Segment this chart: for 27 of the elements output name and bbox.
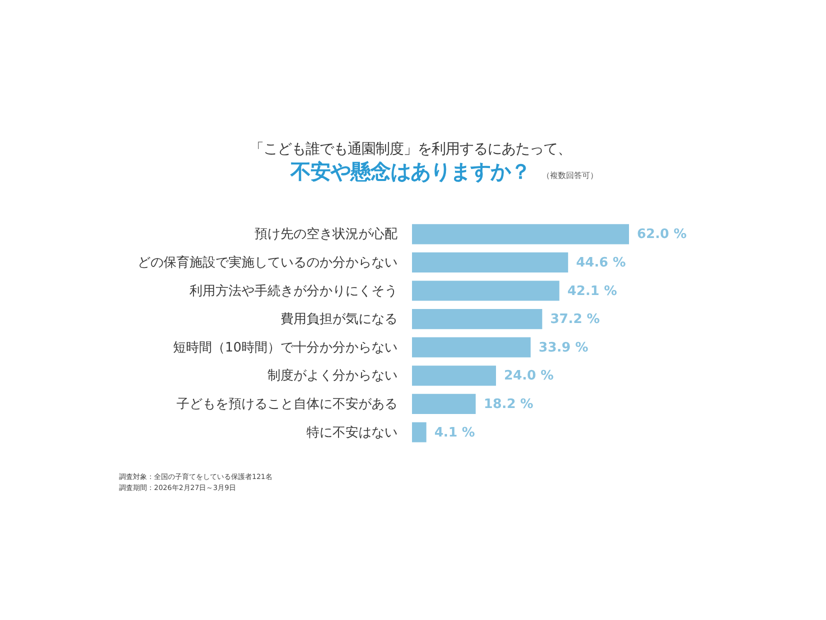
- y-tick-label: 子どもを預けること自体に不安がある: [176, 396, 398, 412]
- chart-subtitle: 不安や懸念はありますか？: [290, 160, 530, 184]
- y-tick-label: 特に不安はない: [306, 424, 398, 440]
- data-label: 37.2 %: [550, 312, 600, 328]
- data-label: 33.9 %: [538, 340, 588, 356]
- data-label: 4.1 %: [434, 425, 475, 440]
- bar: [412, 422, 426, 442]
- data-label: 44.6 %: [576, 255, 626, 270]
- data-label: 24.0 %: [504, 368, 554, 384]
- bar: [412, 252, 568, 272]
- bar: [412, 309, 542, 330]
- bar: [412, 280, 560, 301]
- y-tick-label: 預け先の空き状況が心配: [254, 226, 398, 242]
- bar: [412, 366, 496, 386]
- y-tick-label: 短時間（10時間）で十分か分からない: [172, 340, 398, 356]
- chart-title: 「こども誰でも通園制度」を利用するにあたって、: [250, 141, 572, 158]
- y-tick-label: 制度がよく分からない: [268, 368, 398, 384]
- bar: [412, 394, 476, 414]
- data-label: 42.1 %: [567, 284, 617, 299]
- y-tick-label: 利用方法や手続きが分かりにくそう: [190, 282, 398, 299]
- bar: [412, 224, 629, 244]
- data-label: 62.0 %: [637, 227, 687, 242]
- bar: [412, 337, 531, 358]
- text: （複数回答可）: [542, 170, 598, 180]
- data-label: 18.2 %: [484, 396, 534, 412]
- y-tick-label: どの保育施設で実施しているのか分からない: [138, 254, 398, 270]
- y-tick-label: 費用負担が気になる: [280, 312, 398, 328]
